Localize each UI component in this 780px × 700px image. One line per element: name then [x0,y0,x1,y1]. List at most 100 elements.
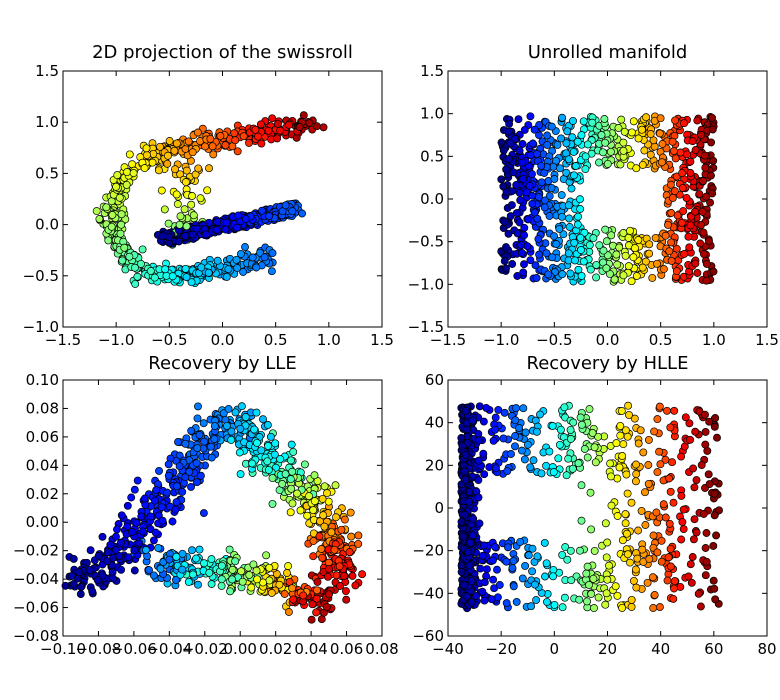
scatter-point [151,496,159,505]
scatter-point [693,269,702,277]
x-tick-label: −0.5 [151,331,187,349]
scatter-point [275,580,284,589]
scatter-point [705,480,714,489]
scatter-point [511,432,520,440]
scatter-point [646,130,655,139]
scatter-point [491,543,500,551]
scatter-point [516,537,525,546]
scatter-point [531,580,539,589]
scatter-point [273,134,282,143]
scatter-point [513,229,522,238]
scatter-point [346,508,355,517]
scatter-point [692,476,701,485]
scatter-point [69,554,78,563]
scatter-point [616,431,625,440]
scatter-point [665,474,674,483]
scatter-point [171,505,180,514]
scatter-point [156,142,165,151]
scatter-point [175,462,184,471]
scatter-point [709,156,718,165]
scatter-point [504,127,513,136]
scatter-point [532,596,541,605]
scatter-point [629,576,638,585]
scatter-point [465,561,474,570]
panel-unrolled-manifold: −1.5 −1.0 −0.5 0.0 0.5 1.0 1.5 −1.5 −1.0 −0.5 0.0… [408,42,779,349]
scatter-point [626,226,634,235]
scatter-point [287,484,296,493]
scatter-point [112,532,120,541]
scatter-point [621,510,630,519]
scatter-point [657,536,666,545]
scatter-point [689,535,698,544]
scatter-point [512,597,521,606]
scatter-point [679,525,688,534]
scatter-point [518,158,527,167]
scatter-point [127,493,136,502]
scatter-point [474,436,483,445]
scatter-point [253,438,261,447]
scatter-point [594,593,603,602]
scatter-point [670,187,679,196]
y-tick-label: 0.0 [35,216,59,234]
scatter-point [337,525,346,534]
scatter-point [312,594,321,603]
scatter-point [670,577,679,586]
scatter-point [142,546,150,554]
scatter-point [226,587,235,596]
scatter-point [252,263,261,272]
scatter-point [655,603,664,612]
scatter-point [634,236,643,244]
scatter-point [576,233,585,242]
x-tick-label: −20 [485,640,517,658]
scatter-point [237,402,246,411]
scatter-point [221,141,230,150]
scatter-point [224,404,233,413]
scatter-point [632,470,641,479]
scatter-point [497,175,506,184]
scatter-point [592,260,601,269]
scatter-point [168,272,177,281]
scatter-point [142,151,151,160]
scatter-point [158,516,167,525]
scatter-point [590,604,598,613]
scatter-point [115,193,124,202]
scatter-point [575,595,584,604]
scatter-point [624,401,633,410]
scatter-point [222,421,231,430]
scatter-point [585,241,594,250]
y-tick-label: 0.02 [26,485,59,503]
y-tick-label: 60 [425,371,444,389]
scatter-point [202,230,210,239]
scatter-point [581,152,590,161]
scatter-point [98,571,107,580]
scatter-point [113,171,122,180]
y-axis-ticks: −0.08 −0.06 −0.04 −0.02 0.00 0.02 0.04 0.06 0.08… [13,371,382,645]
scatter-point [641,257,650,266]
scatter-point [206,442,215,451]
scatter-point [188,546,196,555]
scatter-point [511,442,519,451]
scatter-point [568,133,577,142]
x-tick-label: −0.10 [40,640,86,658]
scatter-point [265,212,274,220]
scatter-point [287,440,296,449]
scatter-point [697,221,706,230]
scatter-point [558,550,567,559]
scatter-point [210,435,219,443]
scatter-point [537,161,546,170]
scatter-point [653,548,662,557]
scatter-point [619,146,628,155]
scatter-point [570,238,579,247]
scatter-point [189,211,198,220]
scatter-point [271,439,280,448]
scatter-point [691,259,700,268]
scatter-point [623,432,632,441]
scatter-point [116,229,125,238]
scatter-point [644,479,653,488]
scatter-point [252,566,261,575]
scatter-point [158,232,167,241]
scatter-point [651,233,660,242]
y-tick-label: −40 [412,584,444,602]
scatter-point [460,467,469,476]
scatter-point [558,603,567,612]
